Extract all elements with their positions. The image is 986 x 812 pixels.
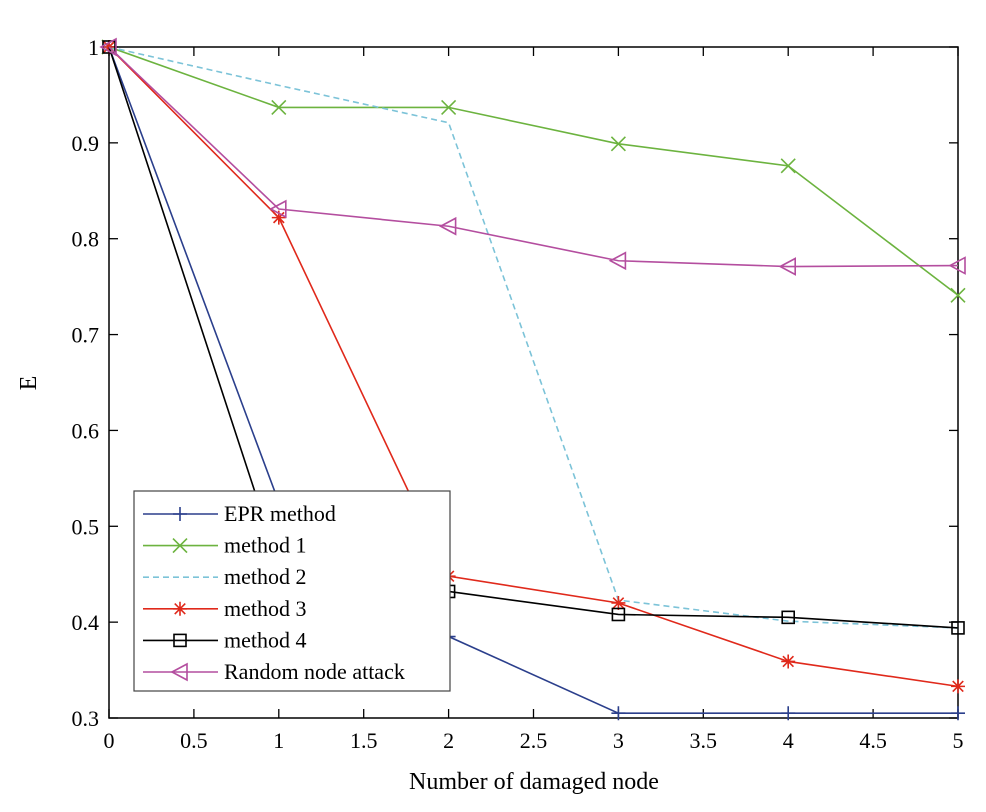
y-tick-label: 1 (88, 35, 99, 60)
series-line (108, 46, 959, 688)
legend-box (133, 490, 451, 692)
marker-x (271, 99, 287, 115)
marker-square (611, 607, 626, 622)
series-line (108, 46, 959, 296)
x-tick-label: 4.5 (859, 728, 887, 753)
marker-x (441, 99, 457, 115)
marker-star (173, 601, 187, 616)
x-tick-label: 5 (953, 728, 964, 753)
x-tick-label: 2 (443, 728, 454, 753)
marker-triangle-left (948, 256, 966, 275)
y-tick-label: 0.8 (72, 227, 100, 252)
y-tick-label: 0.9 (72, 131, 100, 156)
marker-triangle-left (438, 216, 457, 236)
plot-area: 0 0.5 1 1.5 2 2.5 3 3.5 4 4.5 5 0.3 0.4 0.5 0.6 0.7 0.8 0… (72, 35, 966, 753)
legend-item: EPR method (143, 501, 336, 526)
marker-triangle-left (170, 662, 188, 682)
marker-star (611, 595, 626, 610)
y-tick-label: 0.4 (72, 610, 100, 635)
y-tick-label: 0.7 (72, 323, 100, 348)
legend-item: method 2 (143, 564, 307, 589)
marker-square (951, 621, 965, 635)
marker-x (950, 287, 966, 303)
legend: EPR method method 1 method 2 method 3 method… (133, 490, 451, 692)
marker-x (172, 538, 188, 554)
series-2 (108, 46, 959, 629)
marker-x (780, 158, 796, 174)
y-axis-title: E (16, 376, 42, 391)
marker-triangle-left (608, 251, 627, 271)
marker-plus (611, 706, 626, 721)
x-tick-label: 0 (104, 728, 115, 753)
marker-square (173, 633, 187, 648)
marker-x (610, 136, 626, 152)
y-tick-label: 0.5 (72, 514, 100, 539)
marker-triangle-left (99, 37, 117, 57)
x-tick-label: 3 (613, 728, 624, 753)
legend-label: method 2 (224, 564, 307, 589)
legend-label: method 1 (224, 533, 307, 558)
x-tick-label: 3.5 (690, 728, 718, 753)
series-line (108, 46, 959, 629)
legend-label: method 3 (224, 596, 307, 621)
series-1 (101, 39, 966, 303)
x-axis-title: Number of damaged node (409, 769, 659, 795)
series-line (108, 46, 958, 715)
x-tick-label: 1 (273, 728, 284, 753)
x-tick-label: 2.5 (520, 728, 548, 753)
y-tick-label: 0.6 (72, 418, 100, 443)
legend-label: method 4 (224, 627, 307, 652)
legend-label: EPR method (224, 501, 336, 526)
marker-plus (781, 706, 796, 721)
marker-plus (951, 706, 965, 721)
x-tick-label: 1.5 (350, 728, 378, 753)
legend-item: method 1 (143, 533, 307, 558)
marker-triangle-left (778, 257, 796, 276)
marker-plus (173, 507, 187, 521)
marker-star (781, 654, 796, 669)
marker-star (271, 210, 286, 225)
marker-square (102, 40, 116, 54)
x-tick-label: 0.5 (180, 728, 208, 753)
legend-label: Random node attack (224, 659, 405, 684)
marker-star (951, 679, 965, 694)
marker-triangle-left (269, 199, 287, 219)
legend-item: method 4 (143, 627, 307, 652)
series-5 (99, 37, 966, 276)
marker-square (781, 610, 796, 625)
x-tick-label: 4 (783, 728, 794, 753)
legend-item: Random node attack (143, 659, 405, 684)
series-line (108, 46, 959, 629)
series-line (108, 46, 959, 268)
legend-item: method 3 (143, 596, 307, 621)
y-tick-label: 0.3 (72, 706, 100, 731)
